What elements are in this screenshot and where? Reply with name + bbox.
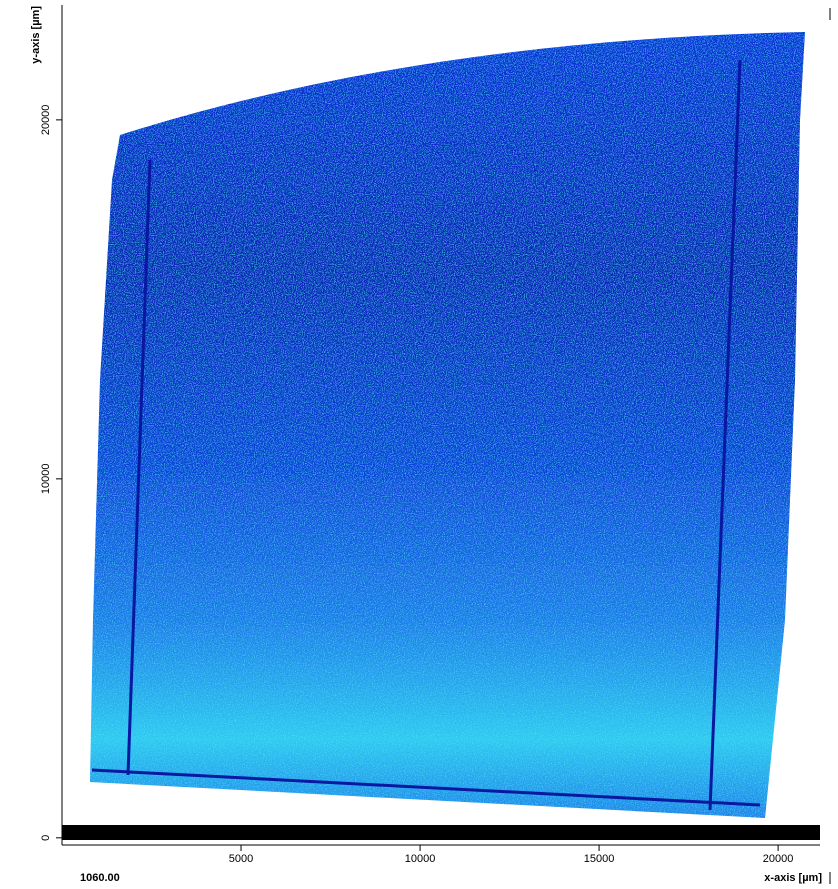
- x-tick-label: 10000: [405, 853, 436, 865]
- y-axis-label: y-axis [µm]: [30, 6, 42, 64]
- y-tick-label: 10000: [40, 464, 52, 495]
- x-tick-label: 15000: [584, 853, 615, 865]
- x-tick-label: 20000: [763, 853, 794, 865]
- x-tick-label: 5000: [229, 853, 253, 865]
- scale-bar: [62, 825, 820, 840]
- y-tick-label: 20000: [40, 105, 52, 136]
- map-image: [90, 32, 805, 818]
- y-tick-label: 0: [40, 835, 52, 841]
- status-value: 1060.00: [80, 872, 120, 884]
- x-axis-label: x-axis [µm]: [764, 872, 822, 884]
- map-frame-line: [91, 59, 761, 811]
